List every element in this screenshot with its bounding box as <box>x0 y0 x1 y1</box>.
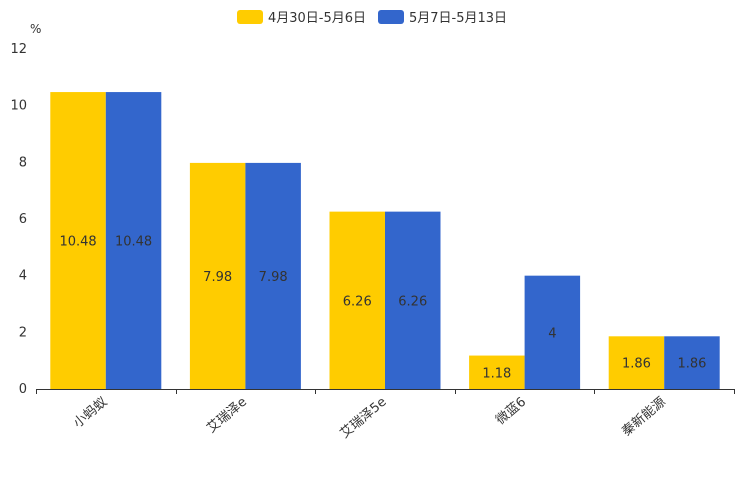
legend-swatch-series-1 <box>236 9 263 24</box>
data-label-1-2: 6.26 <box>343 294 372 309</box>
legend-item-series-1[interactable]: 4月30日-5月6日 <box>236 7 366 26</box>
x-tick-label-0: 小蚂蚁 <box>71 395 111 432</box>
legend: 4月30日-5月6日 5月7日-5月13日 <box>0 7 744 26</box>
bar-1-4 <box>608 336 665 389</box>
bar-1-1 <box>189 162 246 389</box>
data-label-2-3: 4 <box>548 326 556 341</box>
y-tick-label-6: 12 <box>10 42 27 57</box>
y-tick-label-4: 8 <box>19 155 27 170</box>
bar-2-3 <box>524 275 581 389</box>
x-tick-label-3: 微蓝6 <box>493 395 529 429</box>
legend-swatch-series-2 <box>378 9 404 24</box>
bar-2-0 <box>105 92 162 390</box>
data-label-2-4: 1.86 <box>677 357 706 372</box>
bar-1-0 <box>50 92 106 390</box>
bar-1-2 <box>329 211 385 389</box>
y-tick-label-3: 6 <box>19 212 27 227</box>
bar-1-3 <box>469 355 525 389</box>
y-tick-label-0: 0 <box>19 382 27 397</box>
data-label-1-4: 1.86 <box>622 357 651 372</box>
bar-2-2 <box>385 211 441 389</box>
bar-2-4 <box>664 336 720 389</box>
data-label-2-1: 7.98 <box>259 270 288 285</box>
y-tick-label-5: 10 <box>10 99 27 114</box>
x-tick-label-4: 秦新能源 <box>619 394 669 440</box>
data-label-1-0: 10.48 <box>59 235 96 250</box>
data-label-2-2: 6.26 <box>398 294 427 309</box>
x-tick-label-1: 艾瑞泽e <box>204 395 250 437</box>
y-tick-label-2: 4 <box>19 269 27 284</box>
legend-label-series-1: 4月30日-5月6日 <box>267 11 366 26</box>
data-label-1-1: 7.98 <box>203 270 232 285</box>
y-axis-unit: % <box>30 22 42 36</box>
x-tick-label-2: 艾瑞泽5e <box>338 395 390 442</box>
legend-label-series-2: 5月7日-5月13日 <box>409 11 508 26</box>
data-label-1-3: 1.18 <box>482 366 511 381</box>
data-label-2-0: 10.48 <box>115 235 152 250</box>
legend-item-series-2[interactable]: 5月7日-5月13日 <box>378 7 507 26</box>
bar-2-1 <box>245 162 301 389</box>
y-tick-label-1: 2 <box>19 325 27 340</box>
